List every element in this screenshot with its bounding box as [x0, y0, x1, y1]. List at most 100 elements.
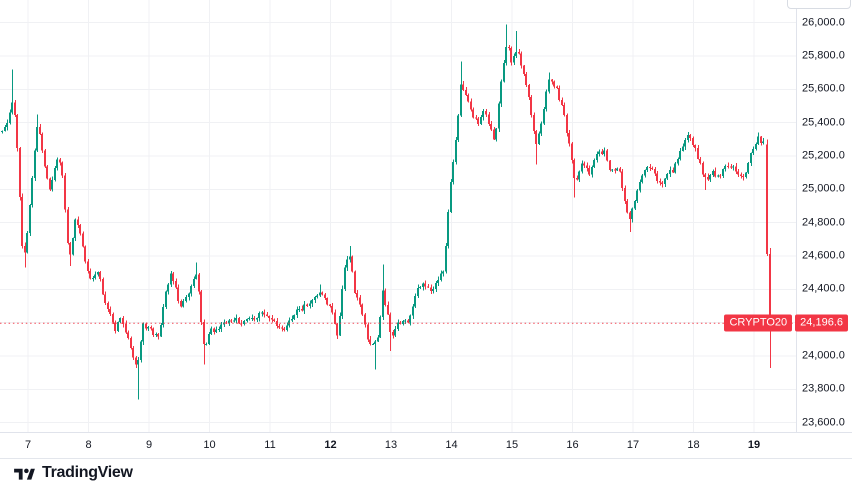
candle-body: [460, 84, 462, 116]
candle-body: [500, 81, 502, 104]
price-axis-label: 25,200.0: [802, 149, 845, 162]
candle-body: [102, 279, 104, 295]
candle-body: [243, 320, 245, 325]
candle-body: [152, 328, 154, 336]
candle-body: [316, 295, 318, 297]
candle-body: [4, 127, 6, 131]
candle-body: [251, 317, 253, 319]
candle-body: [417, 287, 419, 296]
candle-body: [495, 128, 497, 140]
candle-body: [61, 162, 63, 176]
candle-body: [548, 79, 550, 92]
candle-body: [730, 166, 732, 168]
candle-body: [351, 256, 353, 272]
candle-body: [278, 326, 280, 328]
candle-body: [571, 143, 573, 161]
candle-body: [213, 328, 215, 332]
candle-body: [619, 168, 621, 172]
candle-body: [712, 171, 714, 176]
candle-body: [414, 295, 416, 307]
candle-body: [114, 322, 116, 331]
candle-wick: [226, 321, 227, 324]
candle-body: [306, 304, 308, 306]
candle-body: [588, 168, 590, 175]
candle-body: [372, 343, 374, 345]
candle-body: [397, 322, 399, 330]
candle-body: [218, 328, 220, 330]
candle-body: [59, 159, 61, 163]
price-axis-label: 24,400.0: [802, 282, 845, 295]
candle-body: [314, 296, 316, 300]
candle-body: [684, 140, 686, 147]
price-axis-label: 23,600.0: [802, 416, 845, 429]
candle-wick: [350, 246, 351, 263]
candle-body: [719, 175, 721, 177]
candle-body: [697, 147, 699, 160]
candle-body: [649, 166, 651, 169]
candle-body: [523, 65, 525, 75]
candle-body: [576, 177, 578, 180]
tradingview-logo[interactable]: TradingView: [14, 464, 133, 482]
candle-body: [689, 135, 691, 138]
candle-body: [644, 170, 646, 176]
candle-body: [203, 321, 205, 345]
candle-body: [195, 274, 197, 279]
chart-bottom-border: [0, 458, 852, 459]
candle-body: [344, 267, 346, 289]
candle-body: [407, 320, 409, 323]
candle-body: [735, 166, 737, 172]
candle-body: [412, 306, 414, 316]
candle-body: [263, 312, 265, 315]
candle-body: [757, 136, 759, 145]
candle-body: [747, 163, 749, 173]
candle-body: [601, 151, 603, 154]
candle-body: [208, 333, 210, 344]
candle-body: [29, 205, 31, 234]
candle-body: [339, 315, 341, 336]
candle-body: [722, 168, 724, 177]
candle-body: [518, 52, 520, 54]
candle-body: [755, 144, 757, 149]
candle-body: [130, 337, 132, 349]
candle-body: [445, 245, 447, 272]
candle-body: [9, 112, 11, 123]
last-price-chip: 24,196.6: [795, 314, 848, 332]
candle-body: [56, 159, 58, 169]
candle-body: [132, 348, 134, 358]
time-axis-label: 11: [264, 439, 276, 451]
candle-body: [646, 166, 648, 171]
candle-body: [137, 360, 139, 365]
candle-body: [626, 200, 628, 213]
price-axis-label: 25,000.0: [802, 182, 845, 195]
candle-wick: [292, 315, 293, 323]
price-axis-label: 25,400.0: [802, 116, 845, 129]
candle-body: [246, 318, 248, 321]
candle-body: [374, 341, 376, 344]
candlestick-chart[interactable]: [0, 0, 852, 433]
candle-body: [535, 130, 537, 145]
candle-body: [528, 84, 530, 97]
candle-body: [709, 175, 711, 180]
candle-body: [472, 109, 474, 118]
candle-body: [19, 148, 21, 198]
candles: [1, 24, 771, 400]
candle-body: [367, 324, 369, 340]
time-axis-label: 19: [747, 439, 761, 451]
price-scale-toggle-box[interactable]: [787, 0, 851, 9]
candle-body: [89, 270, 91, 279]
candle-body: [578, 171, 580, 180]
time-axis-border: [0, 432, 852, 433]
candle-body: [679, 150, 681, 160]
candle-body: [498, 103, 500, 129]
candle-body: [766, 144, 768, 254]
candle-body: [336, 323, 338, 336]
candle-body: [170, 273, 172, 285]
candle-body: [349, 256, 351, 260]
candle-body: [94, 274, 96, 278]
time-axis-label: 18: [687, 439, 700, 451]
candle-body: [326, 298, 328, 305]
time-axis-label: 16: [566, 439, 579, 451]
candle-body: [291, 319, 293, 321]
price-axis-label: 25,600.0: [802, 82, 845, 95]
candle-body: [281, 327, 283, 329]
